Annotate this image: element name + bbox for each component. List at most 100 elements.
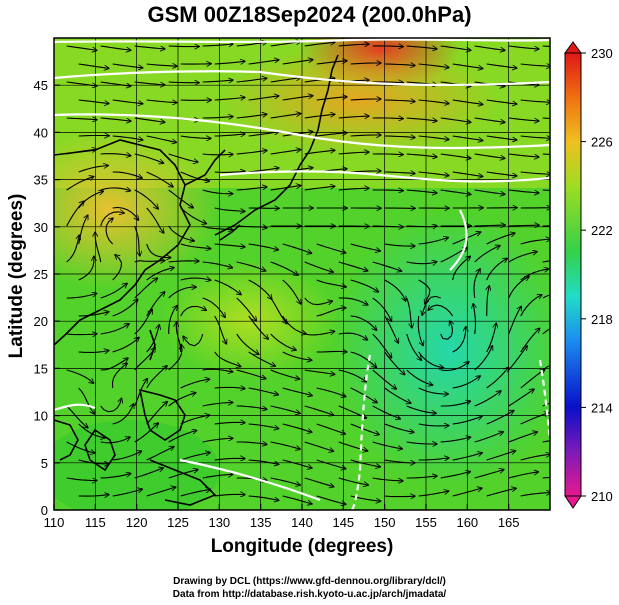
- streamline-70: [406, 117, 437, 121]
- streamline-184: [202, 261, 232, 268]
- streamline-295: [418, 387, 448, 394]
- streamline-160: [406, 226, 437, 227]
- streamline-33: [168, 82, 199, 83]
- streamline-183: [168, 261, 199, 262]
- streamline-61: [100, 117, 131, 121]
- streamline-192: [474, 246, 500, 263]
- streamline-24: [384, 64, 415, 66]
- streamline-232: [316, 308, 346, 317]
- streamline-241: [100, 324, 129, 335]
- streamline-367: [304, 477, 334, 487]
- streamline-69: [372, 118, 403, 119]
- streamline-264: [384, 351, 405, 374]
- streamline-352: [316, 459, 346, 469]
- streamline-35: [236, 78, 267, 83]
- streamline-72: [474, 117, 505, 122]
- streamline-225: [78, 312, 109, 317]
- streamline-224: [542, 294, 550, 299]
- streamline-348: [180, 453, 210, 461]
- colorbar-tick-label-0: 210: [591, 489, 613, 504]
- streamline-273: [168, 345, 182, 371]
- streamline-16: [112, 63, 143, 68]
- streamline-39: [372, 82, 403, 83]
- streamline-278: [338, 369, 366, 382]
- streamline-154: [202, 225, 233, 230]
- streamline-88: [520, 136, 550, 138]
- streamline-343: [508, 432, 537, 443]
- colorbar-tick-label-4: 226: [591, 135, 613, 150]
- streamline-82: [316, 133, 347, 137]
- streamline-193: [508, 252, 537, 263]
- streamline-226: [112, 300, 138, 317]
- streamline-162: [474, 225, 505, 226]
- streamline-66: [270, 114, 301, 119]
- streamline-374: [542, 476, 550, 479]
- streamline-302: [134, 379, 148, 407]
- y-tick-label-7: 35: [34, 173, 48, 188]
- streamline-235: [417, 315, 423, 345]
- streamline-20: [248, 60, 279, 65]
- streamline-177: [486, 233, 515, 245]
- streamline-122: [134, 189, 158, 209]
- streamline-9: [372, 46, 403, 47]
- streamline-336: [270, 441, 300, 449]
- streamline-153: [168, 225, 194, 241]
- streamline-212: [134, 278, 158, 299]
- streamline-74: [542, 117, 550, 119]
- streamline-217: [304, 297, 332, 306]
- streamline-194: [542, 260, 550, 263]
- streamline-58: [520, 100, 550, 102]
- streamline-266: [452, 327, 466, 353]
- streamline-198: [180, 278, 211, 280]
- colorbar-tick-label-5: 230: [591, 46, 613, 61]
- streamline-180: [66, 236, 80, 263]
- streamline-214: [202, 297, 225, 317]
- streamline-279: [372, 369, 396, 389]
- streamline-114: [384, 172, 415, 174]
- streamline-280: [406, 369, 433, 385]
- streamline-247: [304, 331, 335, 336]
- streamline-190: [406, 262, 437, 264]
- streamline-51: [282, 96, 313, 101]
- streamline-238: [520, 295, 542, 317]
- streamline-368: [338, 477, 368, 485]
- streamline-110: [248, 168, 279, 173]
- streamline-236: [428, 304, 454, 317]
- streamline-169: [214, 243, 245, 247]
- streamline-221: [422, 295, 441, 314]
- streamline-322: [316, 423, 345, 434]
- streamline-186: [270, 261, 298, 275]
- streamline-121: [100, 188, 130, 191]
- streamline-52: [316, 97, 347, 101]
- streamline-274: [202, 369, 233, 372]
- streamline-181: [95, 233, 102, 263]
- streamline-125: [236, 187, 267, 191]
- x-tick-label-10: 160: [456, 515, 478, 530]
- streamline-26: [452, 63, 483, 68]
- streamline-60: [66, 118, 97, 120]
- streamline-349: [214, 458, 245, 460]
- streamline-318: [180, 415, 210, 425]
- streamline-284: [542, 364, 550, 371]
- streamline-289: [214, 387, 245, 388]
- streamline-173: [350, 243, 380, 251]
- streamline-372: [474, 470, 504, 479]
- streamline-202: [316, 279, 346, 287]
- y-tick-label-0: 0: [41, 503, 48, 518]
- streamline-347: [146, 447, 174, 461]
- x-tick-label-8: 150: [374, 515, 396, 530]
- streamline-32: [134, 81, 165, 85]
- streamline-345: [78, 459, 109, 464]
- streamline-378: [180, 489, 210, 497]
- streamline-275: [236, 369, 266, 379]
- streamline-76: [112, 135, 143, 140]
- streamline-242: [134, 310, 152, 335]
- streamline-4: [202, 44, 233, 46]
- x-tick-label-5: 135: [250, 515, 272, 530]
- streamline-137: [146, 207, 164, 233]
- streamline-294: [384, 387, 411, 403]
- streamline-200: [248, 279, 272, 299]
- streamline-116: [452, 171, 483, 176]
- streamline-272: [134, 348, 155, 371]
